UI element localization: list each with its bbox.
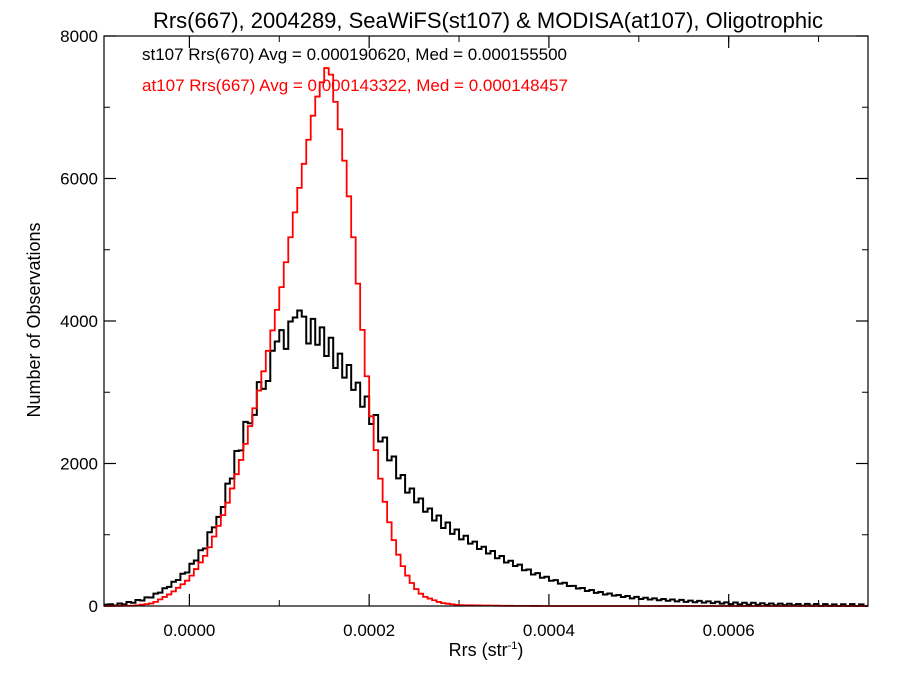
x-axis-label-suffix: ): [517, 640, 523, 660]
y-axis-label: Number of Observations: [24, 222, 44, 417]
x-axis-label-superscript: -1: [508, 640, 518, 652]
x-tick-label: 0.0004: [523, 621, 575, 640]
y-grid-ticks: 0 2000 4000 6000 8000: [60, 27, 868, 616]
x-grid-ticks: 0.0000 0.0002 0.0004 0.0006: [163, 36, 820, 640]
x-axis-label-main: Rrs (str: [449, 640, 508, 660]
legend-entry-st107: st107 Rrs(670) Avg = 0.000190620, Med = …: [142, 45, 567, 64]
y-tick-label: 8000: [60, 27, 98, 46]
y-tick-label: 0: [89, 597, 98, 616]
series-layer: [104, 67, 868, 607]
x-axis-label: Rrs (str-1): [449, 640, 524, 660]
legend-entry-at107: at107 Rrs(667) Avg = 0.000143322, Med = …: [142, 76, 568, 95]
y-tick-label: 2000: [60, 455, 98, 474]
y-tick-label: 4000: [60, 312, 98, 331]
y-tick-label: 6000: [60, 170, 98, 189]
plot-frame: [103, 35, 869, 607]
x-tick-label: 0.0000: [163, 621, 215, 640]
series-at107-line: [104, 67, 868, 607]
legend: st107 Rrs(670) Avg = 0.000190620, Med = …: [142, 45, 568, 95]
series-st107-line: [104, 309, 868, 607]
x-tick-label: 0.0002: [343, 621, 395, 640]
chart-title: Rrs(667), 2004289, SeaWiFS(st107) & MODI…: [153, 8, 823, 33]
x-tick-label: 0.0006: [703, 621, 755, 640]
